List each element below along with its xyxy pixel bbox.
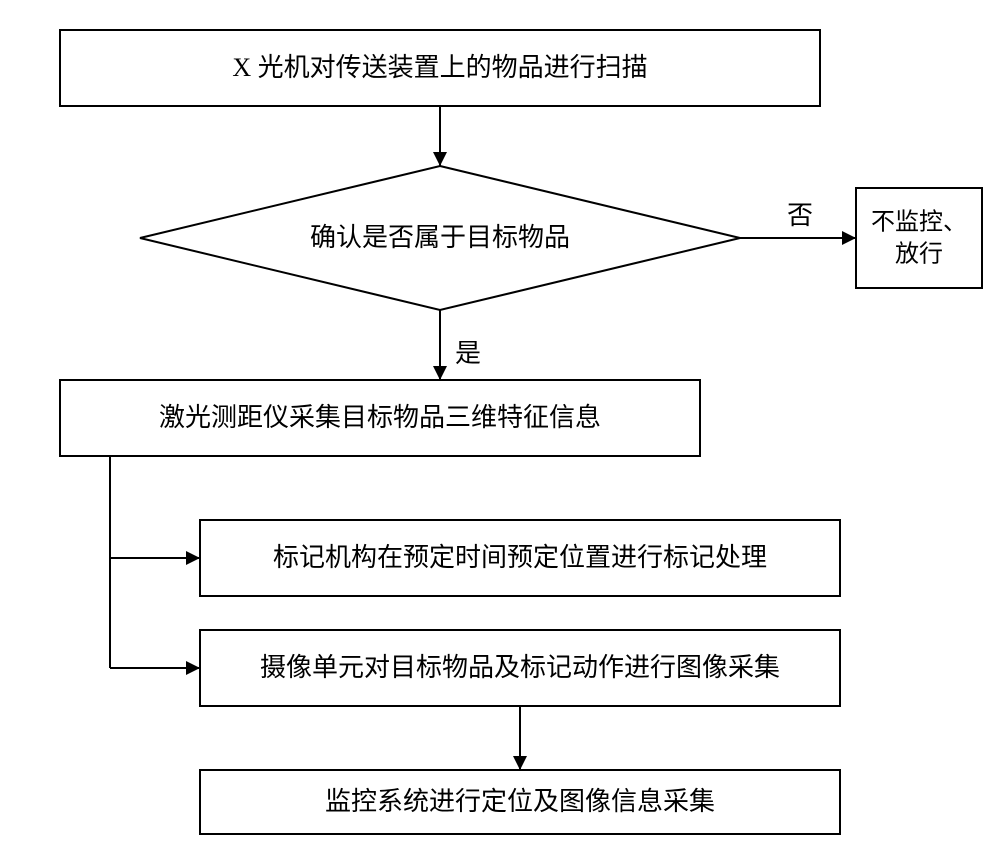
node-step4-label: 标记机构在预定时间预定位置进行标记处理 [273,543,767,572]
arrowhead [513,756,527,770]
node-step5-label: 摄像单元对目标物品及标记动作进行图像采集 [260,653,780,682]
node-reject-line0: 不监控、 [871,209,967,236]
arrowhead [433,366,447,380]
node-decision-label: 确认是否属于目标物品 [310,223,570,252]
label-no: 否 [787,201,813,230]
arrowhead [186,661,200,675]
node-step3-label: 激光测距仪采集目标物品三维特征信息 [159,403,601,432]
node-reject-line1: 放行 [895,241,943,268]
node-reject [856,188,982,288]
node-step1-label: X 光机对传送装置上的物品进行扫描 [232,53,647,82]
arrowhead [186,551,200,565]
arrowhead [433,152,447,166]
arrowhead [842,231,856,245]
label-yes: 是 [455,339,481,368]
node-step6-label: 监控系统进行定位及图像信息采集 [325,787,715,816]
